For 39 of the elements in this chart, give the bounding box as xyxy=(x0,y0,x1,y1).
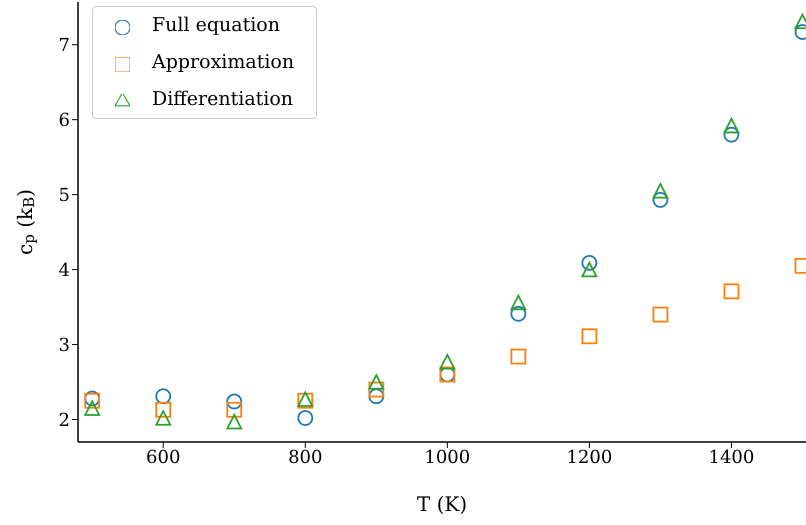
x-axis-title: T (K) xyxy=(416,492,468,516)
point xyxy=(510,306,526,322)
point xyxy=(297,410,314,426)
legend-label: Full equation xyxy=(152,14,280,36)
point xyxy=(652,192,668,208)
point xyxy=(368,374,384,390)
y-tick-label: 7 xyxy=(58,35,70,56)
point xyxy=(724,118,740,134)
point xyxy=(155,410,172,426)
point xyxy=(439,354,456,370)
point xyxy=(368,388,384,404)
y-tick-label: 3 xyxy=(58,334,70,356)
legend-label: Differentiation xyxy=(152,88,294,110)
point xyxy=(724,126,740,143)
point xyxy=(226,402,242,418)
point xyxy=(226,414,242,430)
point xyxy=(155,402,172,418)
point xyxy=(368,382,384,398)
x-tick-label: 1200 xyxy=(566,446,612,468)
point xyxy=(652,183,668,199)
x-tick-label: 1000 xyxy=(424,446,470,468)
y-tick-label: 6 xyxy=(58,110,70,132)
y-tick-label: 5 xyxy=(58,185,70,206)
point xyxy=(155,388,172,404)
point xyxy=(581,328,598,344)
point xyxy=(510,294,526,310)
x-tick-label: 800 xyxy=(288,446,322,468)
y-tick-label: 4 xyxy=(58,260,70,281)
point xyxy=(581,262,598,278)
x-tick-label: 600 xyxy=(146,446,180,468)
y-tick-label: 2 xyxy=(58,410,70,431)
point xyxy=(581,254,598,271)
point xyxy=(510,348,526,364)
x-tick-label: 1400 xyxy=(708,446,754,468)
legend-label: Approximation xyxy=(152,51,294,73)
point xyxy=(226,394,242,410)
point xyxy=(84,400,100,416)
point xyxy=(724,283,740,300)
point xyxy=(652,306,668,322)
